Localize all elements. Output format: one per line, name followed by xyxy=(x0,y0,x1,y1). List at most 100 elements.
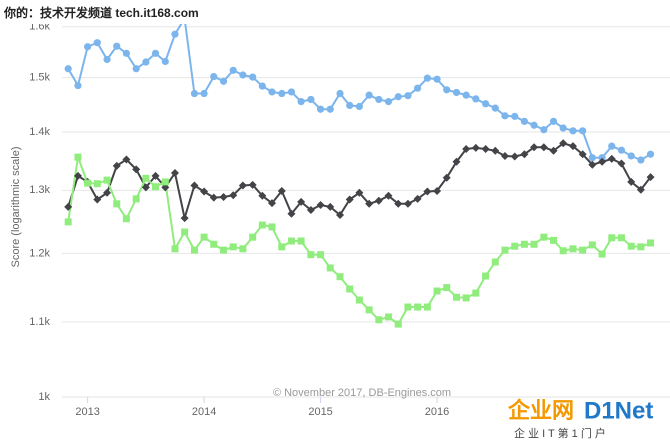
point xyxy=(249,233,257,241)
point xyxy=(442,173,451,182)
point xyxy=(336,273,344,281)
point xyxy=(365,91,373,99)
point xyxy=(64,218,72,226)
point xyxy=(103,55,111,64)
point xyxy=(646,150,655,158)
point xyxy=(219,77,228,85)
series-line xyxy=(67,15,652,162)
point xyxy=(413,84,422,92)
point xyxy=(462,294,470,302)
point xyxy=(132,165,141,174)
point xyxy=(375,316,383,324)
point xyxy=(568,142,577,151)
point xyxy=(394,199,403,208)
point xyxy=(627,152,635,160)
point xyxy=(579,246,587,254)
x-tick-label: 2013 xyxy=(75,406,99,418)
point xyxy=(307,95,315,104)
point xyxy=(598,154,606,162)
point xyxy=(326,202,335,211)
point xyxy=(384,191,393,200)
point xyxy=(161,178,169,186)
point xyxy=(559,139,568,148)
point xyxy=(73,171,82,180)
point xyxy=(530,143,539,152)
point xyxy=(423,187,432,196)
point xyxy=(472,95,480,103)
point xyxy=(588,160,597,169)
point xyxy=(287,237,295,245)
point xyxy=(268,223,276,231)
point xyxy=(93,195,102,204)
point xyxy=(103,188,112,197)
point xyxy=(520,150,529,159)
point xyxy=(190,181,199,190)
y-tick-label: 1.3k xyxy=(29,184,50,196)
point xyxy=(443,86,451,94)
point xyxy=(433,186,442,195)
point xyxy=(238,181,247,190)
point xyxy=(209,193,218,202)
point xyxy=(636,185,645,194)
point xyxy=(151,171,160,180)
point xyxy=(249,73,257,81)
point xyxy=(200,89,208,98)
point xyxy=(637,156,645,164)
point xyxy=(151,49,160,57)
x-tick-label: 2016 xyxy=(425,406,449,418)
point xyxy=(181,228,189,236)
logo-tagline: 企 业 I T 第 1 门 户 xyxy=(514,426,606,440)
point xyxy=(336,89,344,98)
y-tick-label: 1k xyxy=(38,391,50,403)
point xyxy=(171,245,179,253)
point xyxy=(598,157,607,166)
point xyxy=(423,303,431,311)
point xyxy=(384,313,392,321)
point xyxy=(345,195,354,204)
point xyxy=(93,39,101,47)
y-tick-label: 1.6k xyxy=(29,21,50,33)
point xyxy=(607,154,616,163)
y-axis-title: Score (logarithmic scale) xyxy=(10,146,22,267)
point xyxy=(346,101,354,110)
point xyxy=(510,152,519,161)
point xyxy=(579,127,587,135)
point xyxy=(355,102,363,111)
point xyxy=(113,200,121,208)
point xyxy=(287,209,296,218)
point xyxy=(171,30,179,38)
point xyxy=(501,246,509,254)
point xyxy=(210,72,218,81)
point xyxy=(472,289,480,297)
point xyxy=(530,121,538,129)
point xyxy=(297,197,306,206)
point xyxy=(355,188,364,197)
point xyxy=(180,214,189,223)
point xyxy=(248,180,257,189)
point xyxy=(540,233,548,241)
point xyxy=(326,105,334,113)
point xyxy=(258,191,267,200)
point xyxy=(608,234,616,242)
point xyxy=(355,296,363,304)
point xyxy=(627,177,636,186)
point xyxy=(501,112,509,120)
point xyxy=(491,104,499,112)
point xyxy=(113,42,121,50)
logo-text: 企业网 xyxy=(507,398,574,423)
point xyxy=(84,43,92,51)
series-line xyxy=(67,142,652,219)
point xyxy=(132,65,140,73)
y-tick-label: 1.1k xyxy=(29,316,50,328)
point xyxy=(152,183,160,191)
point xyxy=(462,145,471,154)
point xyxy=(617,234,625,242)
point xyxy=(64,202,73,211)
point xyxy=(142,58,150,66)
point xyxy=(258,221,266,229)
point xyxy=(142,174,150,182)
point xyxy=(316,201,325,210)
point xyxy=(268,88,276,96)
point xyxy=(549,117,558,125)
point xyxy=(520,240,528,248)
